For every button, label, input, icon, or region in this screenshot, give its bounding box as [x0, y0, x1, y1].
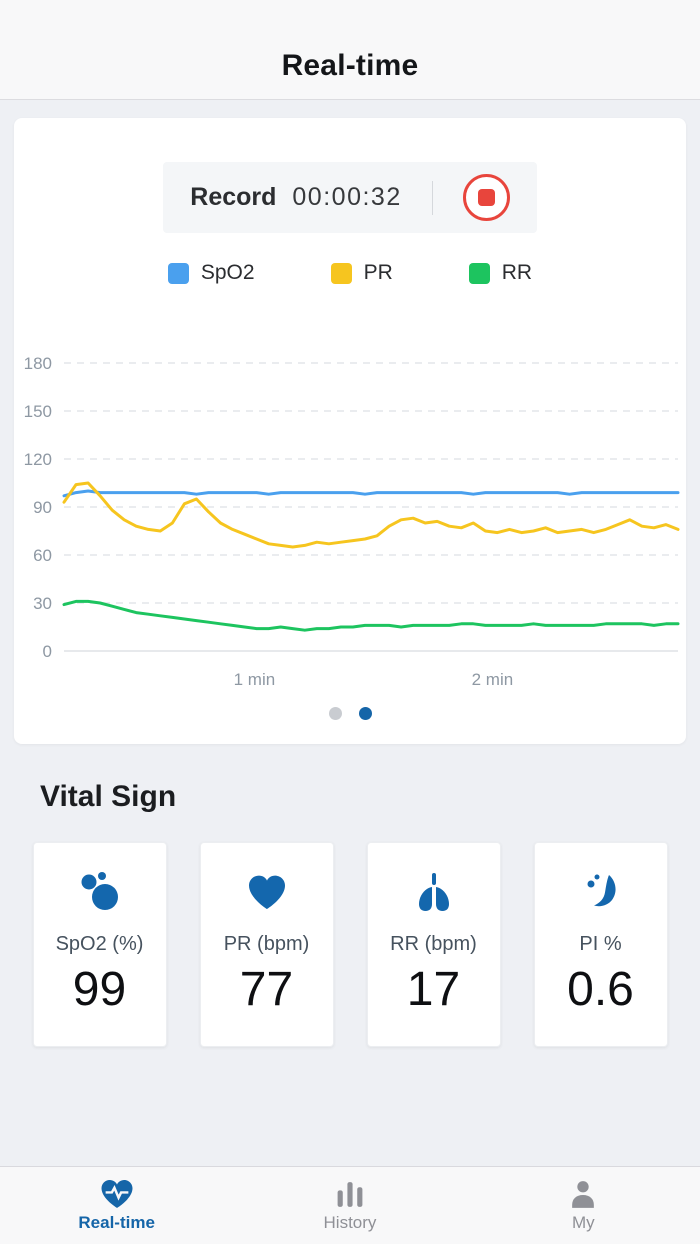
stop-icon [477, 189, 495, 206]
x-tick-label: 2 min [472, 670, 514, 689]
vital-card-pr: PR (bpm) 77 [199, 842, 334, 1047]
heart-icon [244, 869, 290, 915]
legend-label: RR [501, 261, 533, 284]
y-tick-label: 90 [33, 498, 52, 517]
y-tick-label: 150 [24, 402, 52, 421]
legend-label: SpO2 [200, 261, 255, 284]
legend-item-pr: PR [330, 261, 393, 285]
perfusion-icon [578, 869, 624, 915]
record-label: Record [190, 183, 277, 211]
x-tick-label: 1 min [234, 670, 276, 689]
page-title: Real-time [281, 49, 419, 82]
tab-realtime[interactable]: Real-time [0, 1167, 233, 1244]
vital-label: SpO2 (%) [55, 933, 144, 955]
y-tick-label: 0 [43, 642, 52, 661]
vital-label: RR (bpm) [390, 933, 477, 955]
tab-bar: Real-time History My [0, 1166, 700, 1244]
chart-legend: SpO2 PR RR [14, 261, 686, 285]
header: Real-time [0, 0, 700, 100]
vital-card-rr: RR (bpm) 17 [366, 842, 501, 1047]
tab-label-my: My [571, 1212, 595, 1232]
vital-label: PR (bpm) [223, 933, 310, 955]
person-icon [572, 1180, 595, 1208]
y-tick-label: 30 [33, 594, 52, 613]
vital-sign-title: Vital Sign [40, 780, 177, 813]
y-tick-label: 60 [33, 546, 52, 565]
chart-pagination [14, 707, 686, 720]
tab-history[interactable]: History [233, 1167, 466, 1244]
spo2-swatch-icon [167, 262, 189, 284]
realtime-chart-card: Record 00:00:32 SpO2 PR RR [14, 118, 686, 744]
content: Record 00:00:32 SpO2 PR RR [0, 118, 700, 1047]
lungs-icon [411, 869, 457, 915]
vital-card-spo2: SpO2 (%) 99 [32, 842, 167, 1047]
y-tick-label: 120 [24, 450, 52, 469]
pi-value: 0.6 [567, 963, 634, 1016]
spo2-line [62, 489, 680, 498]
history-bars-icon [337, 1181, 363, 1207]
vital-card-pi: PI % 0.6 [533, 842, 668, 1047]
legend-item-rr: RR [468, 261, 533, 285]
vital-label: PI % [579, 933, 622, 955]
tab-label-realtime: Real-time [78, 1212, 155, 1232]
rr-line [62, 599, 680, 632]
page-dot-active[interactable] [358, 707, 372, 720]
pr-swatch-icon [330, 262, 352, 284]
pr-value: 77 [239, 963, 294, 1016]
stop-record-button[interactable] [462, 174, 510, 221]
spo2-bubbles-icon [77, 869, 123, 915]
pr-line [62, 481, 680, 549]
rr-swatch-icon [468, 262, 490, 284]
page-dot[interactable] [328, 707, 342, 720]
tab-label-history: History [323, 1212, 377, 1232]
legend-label: PR [363, 261, 393, 284]
vitals-line-chart: 0 30 60 90 120 150 180 1 min 2 min [24, 354, 680, 689]
record-timer: 00:00:32 [292, 183, 402, 211]
heart-pulse-icon [101, 1179, 133, 1208]
spo2-value: 99 [72, 963, 127, 1016]
y-tick-label: 180 [24, 354, 52, 373]
tab-my[interactable]: My [467, 1167, 700, 1244]
record-bar: Record 00:00:32 [163, 162, 537, 233]
legend-item-spo2: SpO2 [167, 261, 255, 285]
vital-cards: SpO2 (%) 99 PR (bpm) 77 [0, 842, 700, 1047]
divider [431, 180, 433, 215]
rr-value: 17 [406, 963, 461, 1016]
